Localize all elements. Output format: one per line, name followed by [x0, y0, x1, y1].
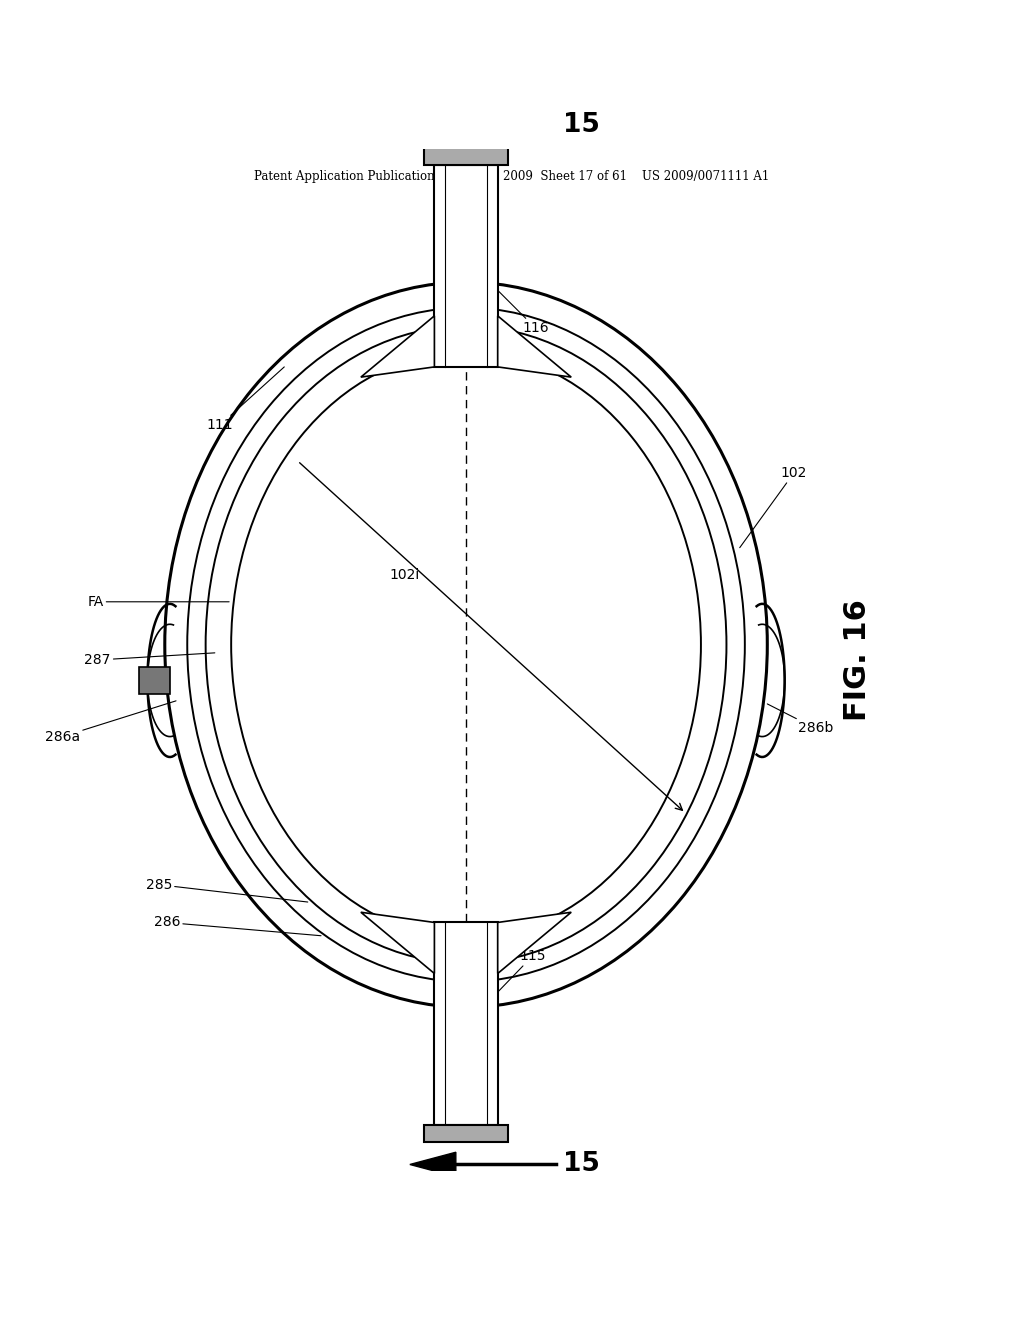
Polygon shape [410, 112, 456, 137]
Polygon shape [360, 912, 434, 974]
Text: 286a: 286a [45, 701, 176, 743]
Text: 287: 287 [84, 653, 215, 667]
Text: Patent Application Publication    Mar. 19, 2009  Sheet 17 of 61    US 2009/00711: Patent Application Publication Mar. 19, … [254, 170, 770, 182]
Text: 15: 15 [563, 1151, 600, 1177]
Polygon shape [360, 315, 434, 378]
Polygon shape [434, 165, 498, 367]
Text: 116: 116 [476, 269, 549, 335]
Polygon shape [410, 1152, 456, 1176]
Text: FIG. 16: FIG. 16 [843, 599, 871, 721]
Polygon shape [424, 1125, 508, 1142]
Text: 286b: 286b [767, 704, 834, 735]
Polygon shape [434, 923, 498, 1125]
Polygon shape [498, 315, 571, 378]
Polygon shape [424, 148, 508, 165]
Polygon shape [139, 667, 170, 694]
Text: 102: 102 [739, 466, 807, 548]
Text: 115: 115 [476, 949, 546, 1014]
Polygon shape [498, 912, 571, 974]
Text: 102i: 102i [389, 568, 420, 582]
Text: 15: 15 [563, 112, 600, 137]
Text: 285: 285 [145, 878, 308, 902]
Text: FA: FA [87, 595, 229, 609]
Text: 111: 111 [207, 367, 285, 432]
Text: 286: 286 [154, 916, 322, 936]
